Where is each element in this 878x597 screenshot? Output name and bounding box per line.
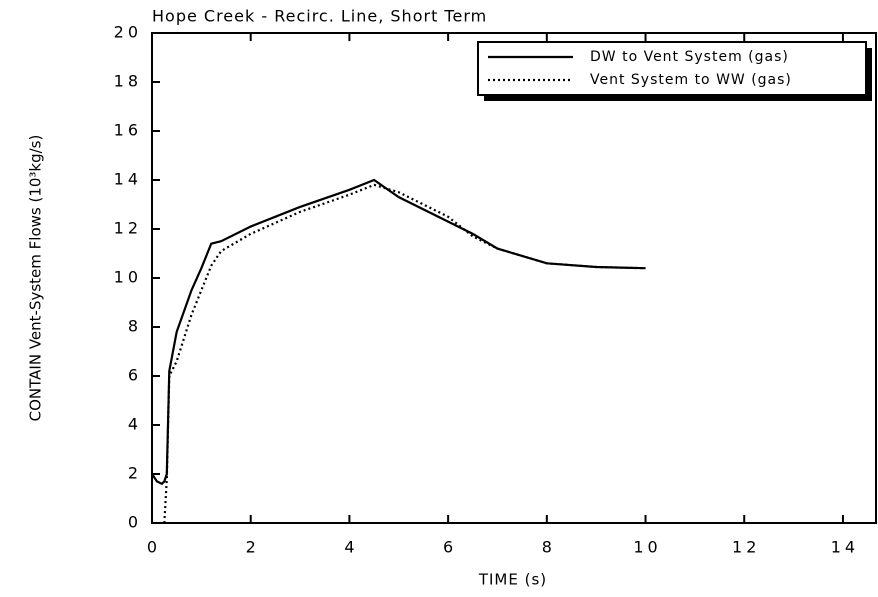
y-tick-label: 18	[114, 72, 142, 91]
x-tick-label: 0	[147, 538, 161, 557]
plot-frame	[151, 32, 877, 524]
legend-label: DW to Vent System (gas)	[590, 49, 789, 65]
y-axis-label: CONTAIN Vent-System Flows (10³kg/s)	[27, 135, 45, 422]
x-axis-label: TIME (s)	[478, 571, 547, 589]
y-tick-label: 10	[114, 268, 142, 287]
x-tick-label: 10	[633, 538, 661, 557]
y-tick-label: 2	[128, 464, 142, 483]
y-tick-label: 6	[128, 366, 142, 385]
line-series	[163, 183, 646, 524]
x-tick-label: 4	[344, 538, 358, 557]
y-tick-label: 12	[114, 219, 142, 238]
x-tick-label: 6	[443, 538, 457, 557]
x-tick-label: 2	[246, 538, 260, 557]
y-tick-label: 14	[114, 170, 142, 189]
x-tick-label: 12	[732, 538, 760, 557]
x-tick-label: 14	[831, 538, 859, 557]
y-tick-label: 20	[114, 23, 142, 42]
legend-label: Vent System to WW (gas)	[590, 72, 792, 88]
x-tick-label: 8	[542, 538, 556, 557]
line-series	[151, 178, 646, 486]
chart-title: Hope Creek - Recirc. Line, Short Term	[152, 7, 487, 26]
y-tick-label: 0	[128, 513, 142, 532]
y-tick-label: 4	[128, 415, 142, 434]
y-tick-label: 8	[128, 317, 142, 336]
y-tick-label: 16	[114, 121, 142, 140]
legend-box	[477, 41, 867, 96]
